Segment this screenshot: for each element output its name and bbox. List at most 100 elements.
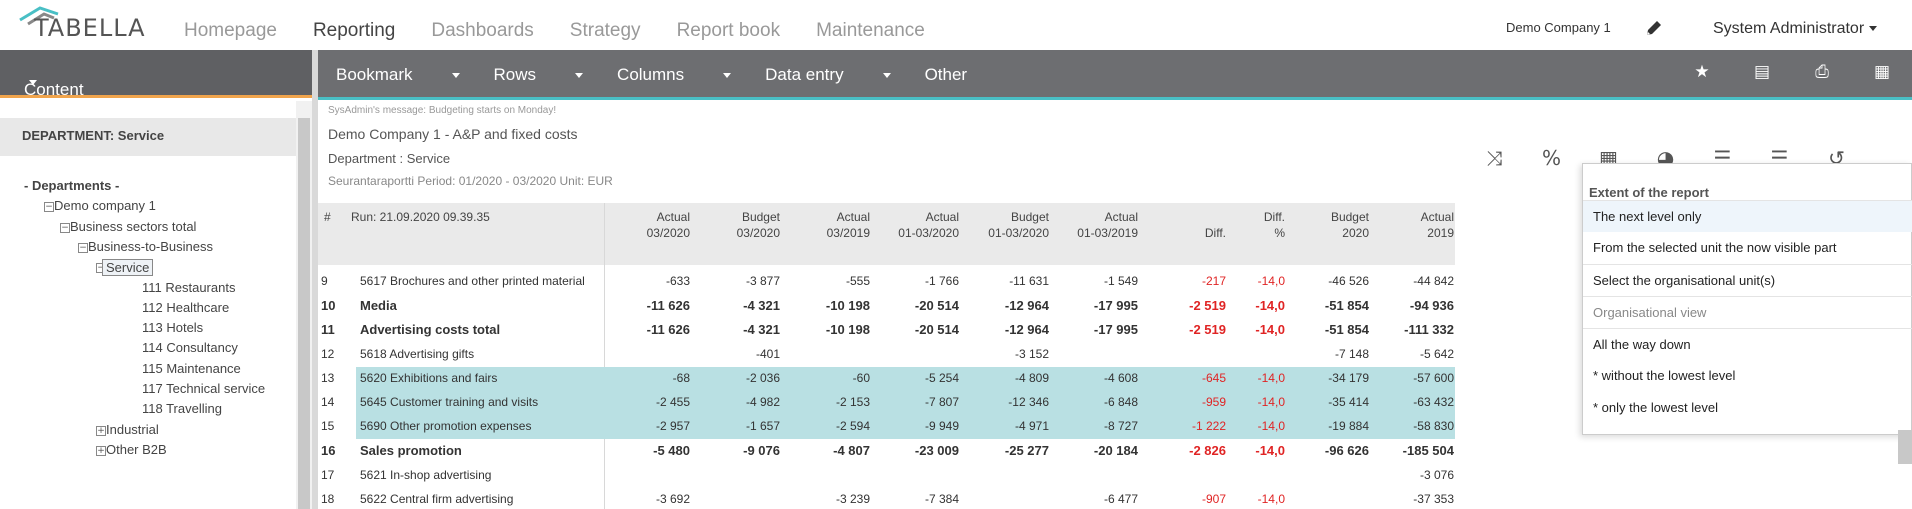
user-menu[interactable]: System Administrator xyxy=(1713,20,1878,38)
shuffle-icon[interactable]: ⤨ xyxy=(1486,146,1503,170)
table-row[interactable]: 17 5621 In-shop advertising -3 076 xyxy=(318,464,1455,488)
dropdown-option[interactable]: From the selected unit the now visible p… xyxy=(1583,232,1912,264)
report-period: Seurantaraportti Period: 01/2020 - 03/20… xyxy=(328,174,613,188)
tree-item[interactable]: Other B2B xyxy=(106,441,167,457)
column-header[interactable]: Actual 01-03/2019 xyxy=(1077,209,1138,241)
dropdown-option[interactable]: * only the lowest level xyxy=(1583,392,1912,424)
column-header[interactable]: Actual 2019 xyxy=(1421,209,1454,241)
row-label: 5622 Central firm advertising xyxy=(360,491,514,506)
table-cell: -7 807 xyxy=(924,395,959,409)
row-label: 5621 In-shop advertising xyxy=(360,467,492,482)
excel-icon[interactable]: ▦ xyxy=(1873,62,1891,82)
percent-icon[interactable]: % xyxy=(1541,146,1561,170)
table-cell: -4 982 xyxy=(745,395,780,409)
column-header[interactable]: Budget 01-03/2020 xyxy=(988,209,1049,241)
row-label: Sales promotion xyxy=(360,443,462,459)
row-label: 5690 Other promotion expenses xyxy=(360,419,532,434)
table-cell: -17 995 xyxy=(1093,298,1138,314)
table-cell: -5 254 xyxy=(924,370,959,385)
table-cell: -58 830 xyxy=(1413,419,1454,434)
panel-divider[interactable] xyxy=(312,50,318,509)
tree-item[interactable]: Industrial xyxy=(106,421,159,437)
menu-rows[interactable]: Rows xyxy=(494,65,584,85)
menu-columns[interactable]: Columns xyxy=(617,65,732,85)
table-cell: -17 995 xyxy=(1093,322,1138,338)
table-row[interactable]: 18 5622 Central firm advertising -3 692 -3 … xyxy=(318,488,1455,509)
dropdown-option[interactable]: The next level only xyxy=(1583,200,1912,232)
content-menu-button[interactable]: Content xyxy=(0,50,312,99)
table-cell: -111 332 xyxy=(1404,322,1454,338)
column-header[interactable]: Budget 2020 xyxy=(1331,209,1369,241)
expand-icon[interactable]: + xyxy=(96,445,106,456)
table-row[interactable]: 15 5690 Other promotion expenses -2 957 -1 … xyxy=(318,415,1455,440)
dropdown-option[interactable]: All the way down xyxy=(1583,328,1912,360)
report-scrollbar-thumb[interactable] xyxy=(1898,430,1912,464)
company-name[interactable]: Demo Company 1 xyxy=(1506,20,1611,35)
table-cell: -217 xyxy=(1201,274,1226,288)
pencil-icon[interactable] xyxy=(1644,18,1664,38)
tabella-logo-icon[interactable] xyxy=(14,4,164,44)
dropdown-option[interactable]: * without the lowest level xyxy=(1583,360,1912,392)
tree-item[interactable]: Business-to-Business xyxy=(88,238,213,254)
column-header[interactable]: Diff.% xyxy=(1264,209,1285,241)
column-header[interactable]: Actual 01-03/2020 xyxy=(898,209,959,241)
row-label: Advertising costs total xyxy=(360,322,501,338)
table-cell: -7 148 xyxy=(1334,346,1369,361)
tree-item[interactable]: 117 Technical service xyxy=(142,381,266,396)
nav-link-maintenance[interactable]: Maintenance xyxy=(816,20,925,41)
column-header[interactable]: Actual 03/2020 xyxy=(647,209,690,241)
table-cell: -10 198 xyxy=(825,322,870,338)
tree-item[interactable]: 112 Healthcare xyxy=(142,299,230,315)
dropdown-option[interactable]: Select the organisational unit(s) xyxy=(1583,264,1912,296)
menu-bookmark[interactable]: Bookmark xyxy=(336,65,460,85)
table-cell: -2 153 xyxy=(835,395,870,409)
tree-item[interactable]: 115 Maintenance xyxy=(142,360,241,376)
column-header[interactable]: Diff. xyxy=(1205,209,1226,241)
table-row[interactable]: 12 5618 Advertising gifts -401 -3 152 -7 148… xyxy=(318,343,1455,367)
table-cell: -12 346 xyxy=(1008,395,1049,409)
expand-icon[interactable]: + xyxy=(96,425,106,436)
table-cell: -555 xyxy=(845,274,870,288)
table-row[interactable]: 14 5645 Customer training and visits -2 45… xyxy=(318,391,1455,415)
table-row[interactable]: 9 5617 Brochures and other printed materi… xyxy=(318,270,1455,294)
tree-item[interactable]: 113 Hotels xyxy=(142,320,204,336)
pdf-icon[interactable]: ▤ xyxy=(1753,62,1771,82)
tree-item[interactable]: Service xyxy=(102,259,154,277)
table-cell: -8 727 xyxy=(1103,419,1138,434)
table-cell: -63 432 xyxy=(1413,395,1454,409)
report-department: Department : Service xyxy=(328,151,451,166)
chevron-down-icon xyxy=(1869,26,1878,32)
table-row[interactable]: 16 Sales promotion -5 480 -9 076 -4 807 -23 0… xyxy=(318,439,1455,463)
nav-link-homepage[interactable]: Homepage xyxy=(184,20,277,41)
column-header[interactable]: Budget 03/2020 xyxy=(737,209,780,241)
tree-item[interactable]: Business sectors total xyxy=(70,218,197,234)
row-label: 5618 Advertising gifts xyxy=(360,346,475,361)
nav-link-dashboards[interactable]: Dashboards xyxy=(431,20,534,41)
row-number: 18 xyxy=(321,491,335,506)
nav-link-strategy[interactable]: Strategy xyxy=(569,20,641,41)
print-icon[interactable]: ⎙ xyxy=(1815,62,1829,82)
dropdown-option-label: The next level only xyxy=(1593,209,1702,224)
tree-item[interactable]: 118 Travelling xyxy=(142,401,222,417)
table-row[interactable]: 10 Media -11 626 -4 321 -10 198 -20 514 -12 96… xyxy=(318,294,1455,318)
sidebar-scrollbar-thumb[interactable] xyxy=(298,118,310,509)
nav-link-reporting[interactable]: Reporting xyxy=(312,20,396,41)
nav-link-report-book[interactable]: Report book xyxy=(676,20,781,41)
table-header: # Run: 21.09.2020 09.39.35 Actual 03/2020… xyxy=(318,203,1455,265)
tree-item[interactable]: - Departments - xyxy=(24,178,120,193)
menu-other[interactable]: Other xyxy=(925,65,1002,85)
menu-label: Data entry xyxy=(765,65,844,84)
column-header-line1: Budget xyxy=(1010,210,1049,224)
star-icon[interactable]: ★ xyxy=(1694,62,1710,82)
collapse-icon[interactable]: − xyxy=(44,202,54,213)
collapse-icon[interactable]: − xyxy=(78,242,88,253)
tree-item[interactable]: Demo company 1 xyxy=(54,198,156,214)
column-header[interactable]: Actual 03/2019 xyxy=(827,209,870,241)
table-row[interactable]: 11 Advertising costs total -11 626 -4 321 -1… xyxy=(318,318,1455,342)
tree-item[interactable]: 111 Restaurants xyxy=(142,279,236,295)
logo-text[interactable]: TABELLA xyxy=(34,14,146,42)
menu-data-entry[interactable]: Data entry xyxy=(765,65,891,85)
tree-item[interactable]: 114 Consultancy xyxy=(142,340,238,356)
table-row[interactable]: 13 5620 Exhibitions and fairs -68 -2 036 -60… xyxy=(318,366,1455,391)
collapse-icon[interactable]: − xyxy=(60,222,70,233)
